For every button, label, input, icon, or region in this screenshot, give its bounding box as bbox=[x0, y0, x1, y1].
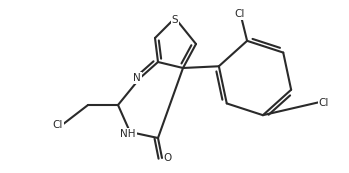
Text: S: S bbox=[172, 15, 178, 25]
Text: NH: NH bbox=[120, 129, 136, 139]
Text: Cl: Cl bbox=[235, 9, 245, 19]
Text: O: O bbox=[164, 153, 172, 163]
Text: Cl: Cl bbox=[53, 120, 63, 130]
Text: N: N bbox=[133, 73, 141, 83]
Text: Cl: Cl bbox=[319, 98, 329, 108]
